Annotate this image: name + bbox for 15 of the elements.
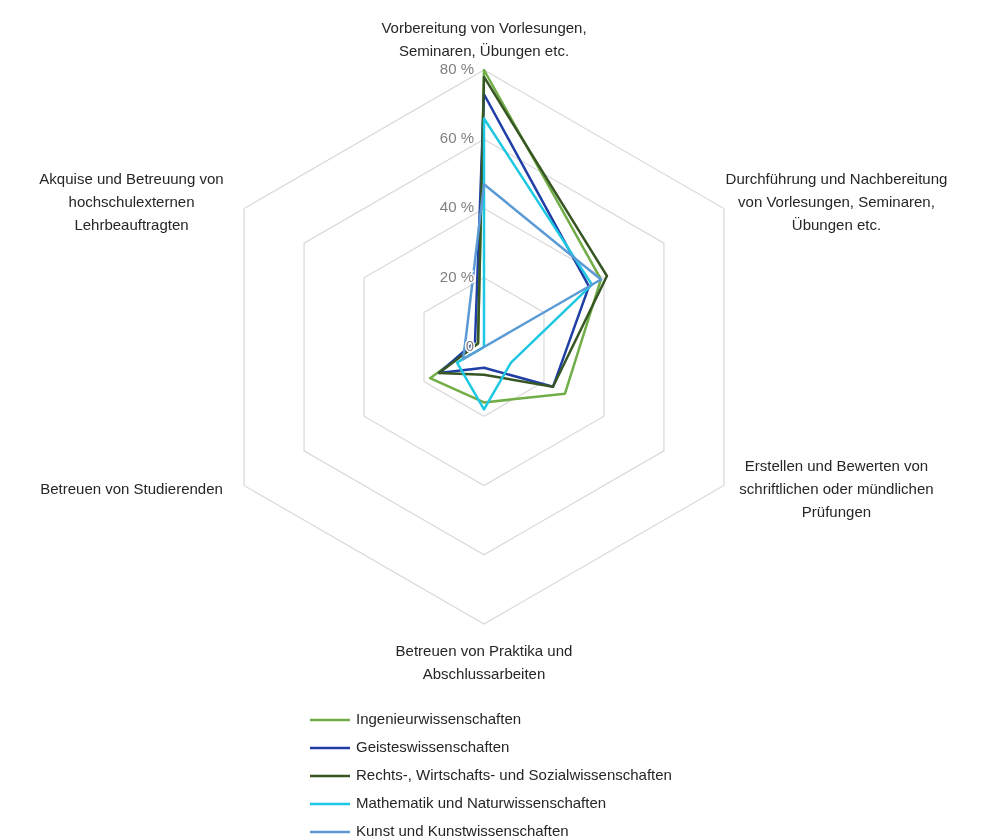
y-tick-label: 40 % xyxy=(439,198,474,216)
y-tick-label: 80 % xyxy=(439,59,474,77)
spoke-label: Akquise und Betreuung von hochschulexternen Lehrbeauftragten xyxy=(39,169,224,233)
legend-label: Ingenieurwissenschaften xyxy=(356,709,522,727)
spoke-label: Erstellen und Bewerten von schriftlichen oder mündlichen Prüfungen xyxy=(739,456,934,520)
legend-label: Geisteswissenschaften xyxy=(356,737,510,755)
spoke-label: Betreuen von Studierenden xyxy=(40,479,223,497)
y-tick-label: 0 xyxy=(465,336,474,354)
spoke-label: Vorbereitung von Vorlesungen, Seminaren, Übungen etc. xyxy=(381,18,587,59)
legend-label: Rechts-, Wirtschafts- und Sozialwissenschaften xyxy=(356,765,672,783)
spoke-label: Durchführung und Nachbereitung von Vorlesungen, Seminaren, Übungen etc. xyxy=(725,169,948,233)
spoke-label: Betreuen von Praktika und Abschlussarbeiten xyxy=(395,641,573,682)
legend-label: Mathematik und Naturwissenschaften xyxy=(356,793,607,811)
legend-label: Kunst und Kunstwissenschaften xyxy=(356,821,569,839)
y-tick-label: 60 % xyxy=(439,129,474,147)
